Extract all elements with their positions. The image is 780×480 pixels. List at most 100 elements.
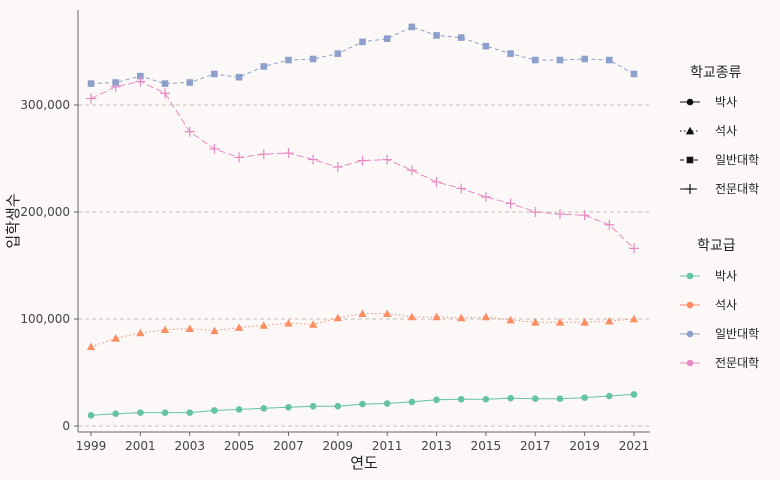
data-point-series-4 xyxy=(110,81,121,92)
x-tick-label: 2017 xyxy=(520,439,551,453)
data-point-series-4 xyxy=(209,143,220,154)
data-point-series-4 xyxy=(160,88,171,99)
data-point-series-2 xyxy=(284,319,293,327)
data-point-series-4 xyxy=(579,210,590,221)
data-point-series-3 xyxy=(161,80,169,87)
data-point-series-4 xyxy=(135,76,146,87)
legend-key-color-icon xyxy=(686,272,694,280)
y-tick-label: 300,000 xyxy=(20,98,70,112)
data-point-series-3 xyxy=(383,35,391,42)
data-point-series-2 xyxy=(259,321,268,329)
x-tick-label: 2001 xyxy=(125,439,156,453)
data-point-series-1 xyxy=(309,402,317,410)
data-point-series-2 xyxy=(308,320,318,328)
data-point-series-1 xyxy=(112,410,119,417)
data-point-series-1 xyxy=(87,412,95,419)
data-point-series-3 xyxy=(285,56,292,64)
data-point-series-2 xyxy=(210,326,219,335)
data-point-series-2 xyxy=(629,314,639,323)
data-point-series-2 xyxy=(506,315,515,324)
legend-item-label: 박사 xyxy=(715,95,737,109)
x-tick-label: 2019 xyxy=(569,439,600,453)
data-point-series-2 xyxy=(531,318,540,326)
series-line-3 xyxy=(90,26,635,85)
data-point-series-1 xyxy=(457,395,465,403)
data-point-series-3 xyxy=(606,56,613,64)
data-point-series-2 xyxy=(481,312,491,321)
series-line-4 xyxy=(90,80,635,249)
data-point-series-4 xyxy=(530,207,541,217)
data-point-series-2 xyxy=(234,323,244,331)
data-point-series-2 xyxy=(333,313,343,322)
x-tick-label: 2011 xyxy=(372,439,403,453)
data-point-series-2 xyxy=(160,325,170,334)
x-tick-label: 2005 xyxy=(224,439,255,453)
data-point-series-3 xyxy=(433,32,440,39)
legend-item-label: 전문대학 xyxy=(715,356,759,370)
x-axis-title: 연도 xyxy=(350,454,378,472)
x-tick-label: 2003 xyxy=(174,439,205,453)
data-point-series-3 xyxy=(457,34,465,41)
data-point-series-1 xyxy=(137,409,144,416)
legend-key-color-icon xyxy=(686,330,694,338)
legend-key-plus-icon xyxy=(685,184,695,194)
legend-item-label: 전문대학 xyxy=(715,182,759,196)
data-point-series-2 xyxy=(457,313,466,322)
data-point-series-2 xyxy=(185,324,194,332)
data-point-series-2 xyxy=(555,318,565,326)
data-point-series-4 xyxy=(382,154,393,165)
x-tick-label: 1999 xyxy=(76,439,107,453)
data-point-series-4 xyxy=(283,148,294,159)
data-point-series-1 xyxy=(359,400,366,408)
legend-title-school-type: 학교종류 xyxy=(690,65,742,81)
data-point-series-4 xyxy=(332,162,343,173)
legend-key-triangle-icon xyxy=(685,126,695,135)
data-point-series-4 xyxy=(604,219,615,230)
data-point-series-4 xyxy=(629,243,639,254)
x-tick-label: 2021 xyxy=(619,439,650,453)
data-point-series-1 xyxy=(235,406,243,413)
data-point-series-4 xyxy=(86,93,96,104)
data-point-series-3 xyxy=(235,73,243,81)
data-point-series-1 xyxy=(408,398,416,406)
data-point-series-2 xyxy=(580,318,589,326)
data-point-series-2 xyxy=(358,309,367,318)
data-point-series-4 xyxy=(554,209,565,220)
data-point-series-2 xyxy=(382,309,392,318)
data-point-series-1 xyxy=(383,400,391,407)
data-point-series-3 xyxy=(334,50,342,57)
x-tick-label: 2009 xyxy=(323,439,354,453)
legend-item-label: 일반대학 xyxy=(715,327,759,341)
y-tick-label: 200,000 xyxy=(20,205,70,219)
data-point-series-1 xyxy=(630,391,638,398)
data-point-series-4 xyxy=(480,192,491,203)
series-line-2 xyxy=(90,313,635,348)
data-point-series-3 xyxy=(359,38,366,46)
data-point-series-3 xyxy=(137,72,144,80)
data-point-series-2 xyxy=(407,312,417,321)
data-point-series-2 xyxy=(111,334,120,342)
data-point-series-1 xyxy=(606,392,613,400)
data-point-series-4 xyxy=(234,152,245,163)
data-point-series-3 xyxy=(309,55,317,63)
data-point-series-4 xyxy=(184,126,195,137)
data-point-series-3 xyxy=(581,55,588,63)
data-point-series-1 xyxy=(581,394,588,401)
legend-key-color-icon xyxy=(686,359,694,367)
data-point-series-2 xyxy=(86,342,96,351)
data-point-series-2 xyxy=(432,312,441,321)
legend-item-label: 일반대학 xyxy=(715,153,759,167)
y-tick-label: 0 xyxy=(62,419,70,433)
data-point-series-4 xyxy=(258,149,269,160)
data-point-series-3 xyxy=(408,23,416,31)
data-point-series-3 xyxy=(186,79,194,86)
data-point-series-1 xyxy=(531,395,539,403)
data-point-series-4 xyxy=(456,183,467,194)
x-tick-label: 2015 xyxy=(471,439,502,453)
data-point-series-1 xyxy=(482,395,490,403)
data-point-series-3 xyxy=(556,56,564,64)
data-point-series-4 xyxy=(505,198,516,209)
data-point-series-3 xyxy=(482,42,490,50)
